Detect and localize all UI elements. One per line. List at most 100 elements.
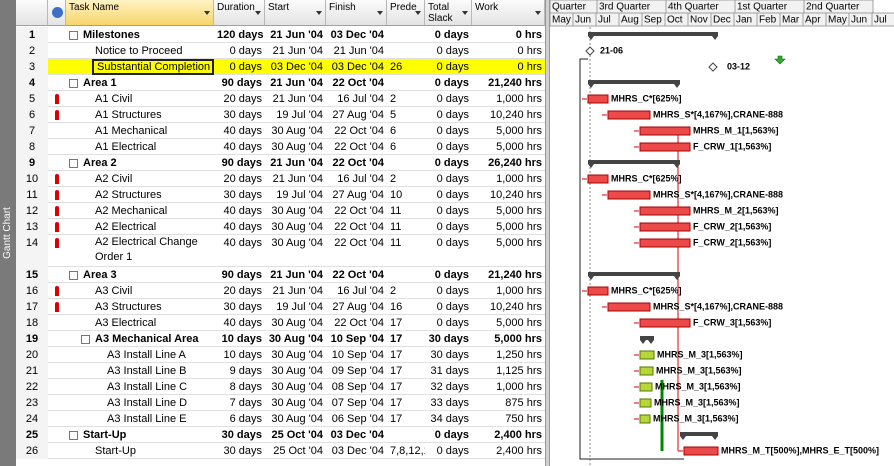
cell-finish: 22 Oct '04 [334, 237, 384, 249]
collapse-box[interactable] [69, 31, 78, 40]
quarter-label: 1st Quarter [737, 2, 788, 13]
row-border [16, 442, 545, 443]
dropdown-arrow[interactable] [462, 11, 468, 15]
summary-bar [588, 160, 680, 164]
cell-duration: 6 days [229, 413, 262, 425]
cell-name[interactable]: A3 Install Line D [107, 397, 188, 409]
dropdown-arrow[interactable] [415, 11, 421, 15]
cell-name[interactable]: A1 Civil [95, 93, 133, 105]
cell-total-slack: 0 days [436, 109, 469, 121]
collapse-box[interactable] [69, 271, 78, 280]
cell-name[interactable]: A3 Mechanical Area [95, 333, 199, 345]
cell-duration: 30 days [223, 109, 262, 121]
cell-finish: 22 Oct '04 [332, 77, 384, 89]
cell-name[interactable]: Substantial Completion [92, 59, 214, 75]
cell-name[interactable]: A2 Mechanical [95, 205, 168, 217]
dropdown-arrow[interactable] [255, 11, 261, 15]
cell-name[interactable]: Area 2 [83, 157, 117, 169]
column-header[interactable]: Total Slack [425, 0, 472, 26]
cell-name[interactable]: A3 Install Line B [107, 365, 187, 377]
cell-name[interactable]: Milestones [83, 29, 140, 41]
dropdown-arrow[interactable] [204, 11, 210, 15]
cell-name[interactable]: A1 Electrical [95, 141, 157, 153]
cell-start: 30 Aug '04 [271, 349, 323, 361]
cell-start: 30 Aug '04 [271, 397, 323, 409]
row-border [16, 426, 545, 427]
cell-name[interactable]: A3 Install Line C [107, 381, 188, 393]
cell-start: 19 Jul '04 [276, 109, 323, 121]
cell-name[interactable]: A2 Structures [95, 189, 162, 201]
resource-icon [55, 238, 59, 248]
cell-start: 30 Aug '04 [271, 381, 323, 393]
cell-duration: 120 days [217, 29, 264, 41]
dropdown-arrow[interactable] [316, 11, 322, 15]
dropdown-arrow[interactable] [377, 11, 383, 15]
collapse-box[interactable] [69, 431, 78, 440]
column-header[interactable]: Work [472, 0, 545, 26]
row-border [16, 266, 545, 267]
row-border [16, 282, 545, 283]
cell-work: 750 hrs [505, 413, 542, 425]
cell-name[interactable]: Notice to Proceed [95, 45, 183, 57]
cell-total-slack: 0 days [436, 237, 469, 249]
summary-end [588, 36, 718, 40]
resource-icon [55, 94, 59, 104]
cell-name[interactable]: A1 Structures [95, 109, 162, 121]
cell-predecessors: 17 [390, 333, 403, 345]
cell-name[interactable]: A2 Electrical [95, 221, 157, 233]
cell-name[interactable]: A2 Civil [95, 173, 133, 185]
cell-name[interactable]: A3 Civil [95, 285, 133, 297]
bar-label: MHRS_M_2[1,563%] [693, 205, 779, 215]
cell-work: 5,000 hrs [496, 205, 542, 217]
cell-name[interactable]: Start-Up [83, 429, 127, 441]
task-bar [587, 286, 609, 296]
collapse-box[interactable] [69, 159, 78, 168]
month-label: Jul [598, 15, 611, 26]
column-header[interactable]: Start [265, 0, 326, 26]
cell-name[interactable]: A2 Electrical Change Order 1 [95, 236, 198, 263]
bar-label: F_CRW_3[1,563%] [693, 317, 771, 327]
bar-label: MHRS_S*[4,167%],CRANE-888 [653, 301, 783, 311]
cell-name[interactable]: Area 3 [83, 269, 117, 281]
cell-name[interactable]: A3 Install Line E [107, 413, 187, 425]
row-border [16, 458, 545, 459]
cell-duration: 40 days [223, 125, 262, 137]
cell-name[interactable]: A3 Electrical [95, 317, 157, 329]
column-header[interactable] [16, 0, 48, 26]
cell-finish: 22 Oct '04 [334, 221, 384, 233]
cell-duration: 40 days [223, 205, 262, 217]
collapse-box[interactable] [69, 79, 78, 88]
task-bar [607, 110, 651, 120]
cell-name[interactable]: A3 Structures [95, 301, 162, 313]
cell-start: 30 Aug '04 [271, 237, 323, 249]
month-label: Jun [575, 15, 591, 26]
quarter-label: 3rd Quarter [599, 2, 651, 13]
cell-finish: 22 Oct '04 [334, 205, 384, 217]
cell-predecessors: 17 [390, 381, 403, 393]
cell-name[interactable]: Start-Up [95, 445, 136, 457]
summary-end [640, 340, 654, 344]
cell-total-slack: 33 days [430, 397, 469, 409]
bar-label: MHRS_M_3[1,563%] [657, 349, 743, 359]
bar-label: MHRS_C*[625%] [611, 173, 682, 183]
row-id: 12 [16, 203, 48, 219]
summary-end [588, 276, 680, 280]
cell-start: 21 Jun '04 [272, 173, 323, 185]
cell-name[interactable]: Area 1 [83, 77, 117, 89]
cell-start: 03 Dec '04 [270, 61, 323, 73]
row-id: 9 [16, 155, 48, 171]
dropdown-arrow[interactable] [535, 11, 541, 15]
task-bar-noncritical [639, 414, 651, 424]
cell-total-slack: 0 days [436, 221, 469, 233]
cell-name[interactable]: A1 Mechanical [95, 125, 168, 137]
row-id: 5 [16, 91, 48, 107]
splitter[interactable] [545, 0, 550, 466]
row-border [16, 218, 545, 219]
column-header[interactable]: Task Name [66, 0, 214, 26]
row-id: 11 [16, 187, 48, 203]
cell-predecessors: 10 [390, 189, 403, 201]
collapse-box[interactable] [81, 335, 90, 344]
row-border [16, 346, 545, 347]
cell-name[interactable]: A3 Install Line A [107, 349, 186, 361]
column-header[interactable]: Finish [326, 0, 387, 26]
